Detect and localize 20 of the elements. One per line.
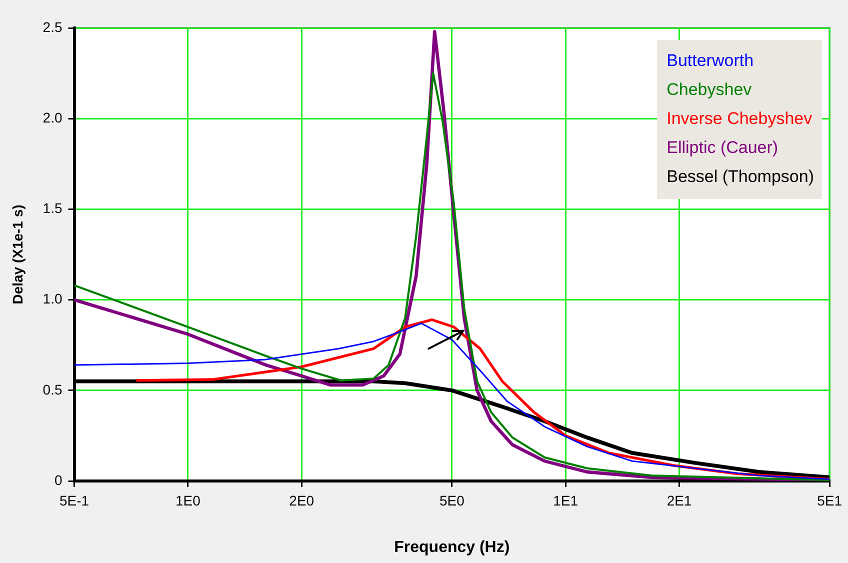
x-tick-label: 5E-1 [59, 492, 90, 508]
x-tick-label: 2E1 [666, 492, 692, 508]
x-tick-label: 1E0 [175, 492, 201, 508]
x-tick-label: 2E0 [289, 492, 314, 508]
x-tick-label: 5E0 [439, 492, 465, 508]
x-axis-title: Frequency (Hz) [394, 538, 510, 556]
text: Butterworth [666, 50, 755, 72]
y-tick-label: 1.0 [42, 290, 62, 307]
text: Elliptic (Cauer) [666, 137, 780, 159]
y-tick-label: 2.0 [42, 109, 62, 126]
y-tick-label: 0.5 [42, 381, 62, 398]
text: Chebyshev [666, 79, 753, 101]
text: Inverse Chebyshev [666, 108, 814, 130]
text: Bessel (Thompson) [666, 166, 814, 188]
x-tick-label: 5E1 [817, 492, 842, 508]
y-axis-title: Delay (X1e-1 s) [9, 204, 26, 304]
y-tick-label: 2.5 [42, 18, 62, 35]
x-tick-label: 1E1 [553, 492, 578, 508]
y-tick-label: 0 [54, 472, 62, 488]
y-tick-label: 1.5 [42, 200, 62, 216]
